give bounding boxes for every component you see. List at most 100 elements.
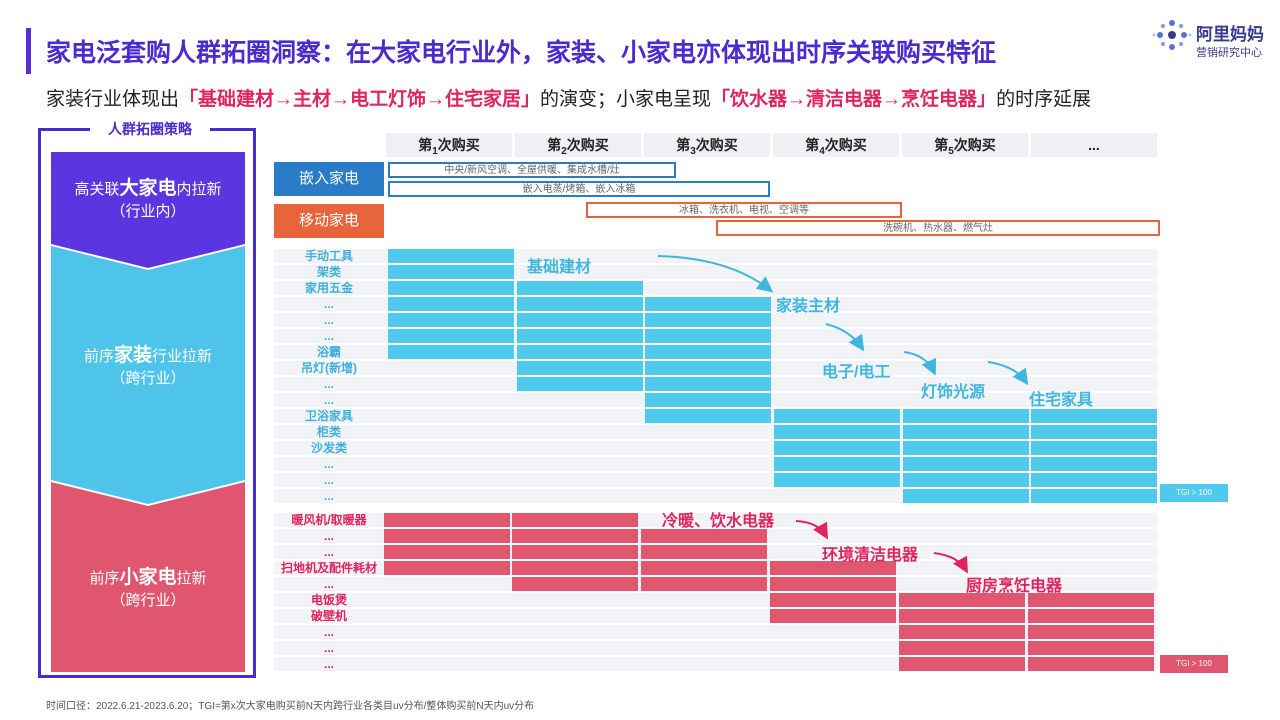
strategy-block-3: 前序小家电拉新 （跨行业） [51,567,245,612]
column-header-1: 第1次购买 [386,133,512,157]
small-filled-cell [770,561,896,575]
home-filled-cell [517,361,643,375]
arrow-home-2 [825,323,865,352]
small-filled-cell [512,561,638,575]
small-filled-cell [1028,593,1154,607]
small-filled-cell [899,657,1025,671]
home-filled-cell [645,345,771,359]
home-filled-cell [645,393,771,407]
arrow-small-1 [795,520,828,540]
strategy-3-bold: 小家电 [119,567,177,588]
home-filled-cell [517,377,643,391]
small-filled-cell [641,545,767,559]
logo-subname: 营销研究中心 [1196,47,1262,59]
home-filled-cell [388,249,514,263]
strategy-block-2: 前序家装行业拉新 （跨行业） [51,345,245,390]
home-filled-cell [645,297,771,311]
home-filled-cell [774,409,900,423]
small-filled-cell [899,625,1025,639]
strategy-2-bold: 家装 [113,345,152,366]
small-filled-cell [899,641,1025,655]
arrow-small-2 [933,552,968,574]
subtitle-highlight-2: 「饮水器→清洁电器→烹饪电器」 [711,89,997,110]
logo-name: 阿里妈妈 [1196,25,1264,44]
small-filled-cell [899,609,1025,623]
home-filled-cell [1031,489,1157,503]
embedded-bar-2: 嵌入电蒸/烤箱、嵌入冰箱 [388,181,770,197]
home-row-label: 浴霸 [316,345,341,359]
home-filled-cell [903,457,1029,471]
home-row-label: ... [323,473,334,487]
column-header-3-num: 3 [690,145,696,157]
small-filled-cell [512,545,638,559]
small-stage-2: 环境清洁电器 [822,547,919,564]
home-row-label: 吊灯(新增) [301,361,357,375]
small-row-label: ... [323,641,334,655]
home-filled-cell [1031,473,1157,487]
strategy-chevrons [51,152,245,672]
column-header-6: ... [1031,133,1157,157]
logo-dots-icon [1152,20,1192,50]
home-row-label: 沙发类 [310,441,347,455]
home-filled-cell [1031,441,1157,455]
small-filled-cell [1028,657,1154,671]
home-filled-cell [517,345,643,359]
column-header-3: 第3次购买 [644,133,770,157]
small-row-label: 扫地机及配件耗材 [280,561,377,575]
mobile-bar-2: 洗碗机、热水器、燃气灶 [716,220,1160,236]
small-filled-cell [384,529,510,543]
subtitle-text-3: 的时序延展 [996,89,1092,110]
small-filled-cell [384,545,510,559]
small-row-label: 暖风机/取暖器 [291,513,367,527]
small-tgi-legend: TGI > 100 [1160,655,1228,673]
column-header-5-num: 5 [948,145,954,157]
home-tgi-legend: TGI > 100 [1160,484,1228,502]
home-filled-cell [517,313,643,327]
column-header-1-num: 1 [432,145,438,157]
home-filled-cell [774,473,900,487]
home-row-label: ... [323,377,334,391]
home-filled-cell [388,313,514,327]
page-title: 家电泛套购人群拓圈洞察：在大家电行业外，家装、小家电亦体现出时序关联购买特征 [46,39,997,67]
home-stage-5: 住宅家具 [1029,392,1094,409]
strategy-3-pre: 前序 [89,570,120,587]
subtitle-text-2: 的演变；小家电呈现 [540,89,712,110]
small-filled-cell [641,577,767,591]
strategy-1-bold: 大家电 [119,178,177,199]
column-header-6-pre: ... [1088,137,1100,153]
small-filled-cell [384,561,510,575]
small-row-label: ... [323,577,334,591]
home-filled-cell [517,329,643,343]
small-stage-1: 冷暖、饮水电器 [662,513,775,530]
home-filled-cell [903,441,1029,455]
small-filled-cell [1028,609,1154,623]
subtitle-highlight-1: 「基础建材→主材→电工灯饰→住宅家居」 [179,89,541,110]
home-row-label: 架类 [316,265,341,279]
column-header-4-post: 次购买 [824,137,867,153]
small-filled-cell [770,609,896,623]
home-row-label: ... [323,393,334,407]
home-row-label: ... [323,329,334,343]
home-filled-cell [388,345,514,359]
column-header-4: 第4次购买 [773,133,899,157]
home-filled-cell [1031,425,1157,439]
home-row-label: ... [323,489,334,503]
home-filled-cell [388,297,514,311]
embedded-bar-1: 中央/新风空调、全屋供暖、集成水槽/灶 [388,162,676,178]
home-filled-cell [1031,409,1157,423]
home-row-label: 家用五金 [304,281,353,295]
home-filled-cell [903,489,1029,503]
column-header-3-post: 次购买 [695,137,738,153]
home-filled-cell [645,409,771,423]
category-embedded: 嵌入家电 [274,162,384,196]
home-filled-cell [388,265,514,279]
column-header-2-pre: 第 [547,137,562,153]
home-stage-1: 基础建材 [527,259,592,276]
arrow-home-1 [657,255,774,293]
column-header-1-pre: 第 [418,137,433,153]
home-filled-cell [645,329,771,343]
small-filled-cell [770,577,896,591]
column-header-1-post: 次购买 [437,137,480,153]
column-header-2-num: 2 [561,145,567,157]
home-stage-2: 家装主材 [776,298,841,315]
